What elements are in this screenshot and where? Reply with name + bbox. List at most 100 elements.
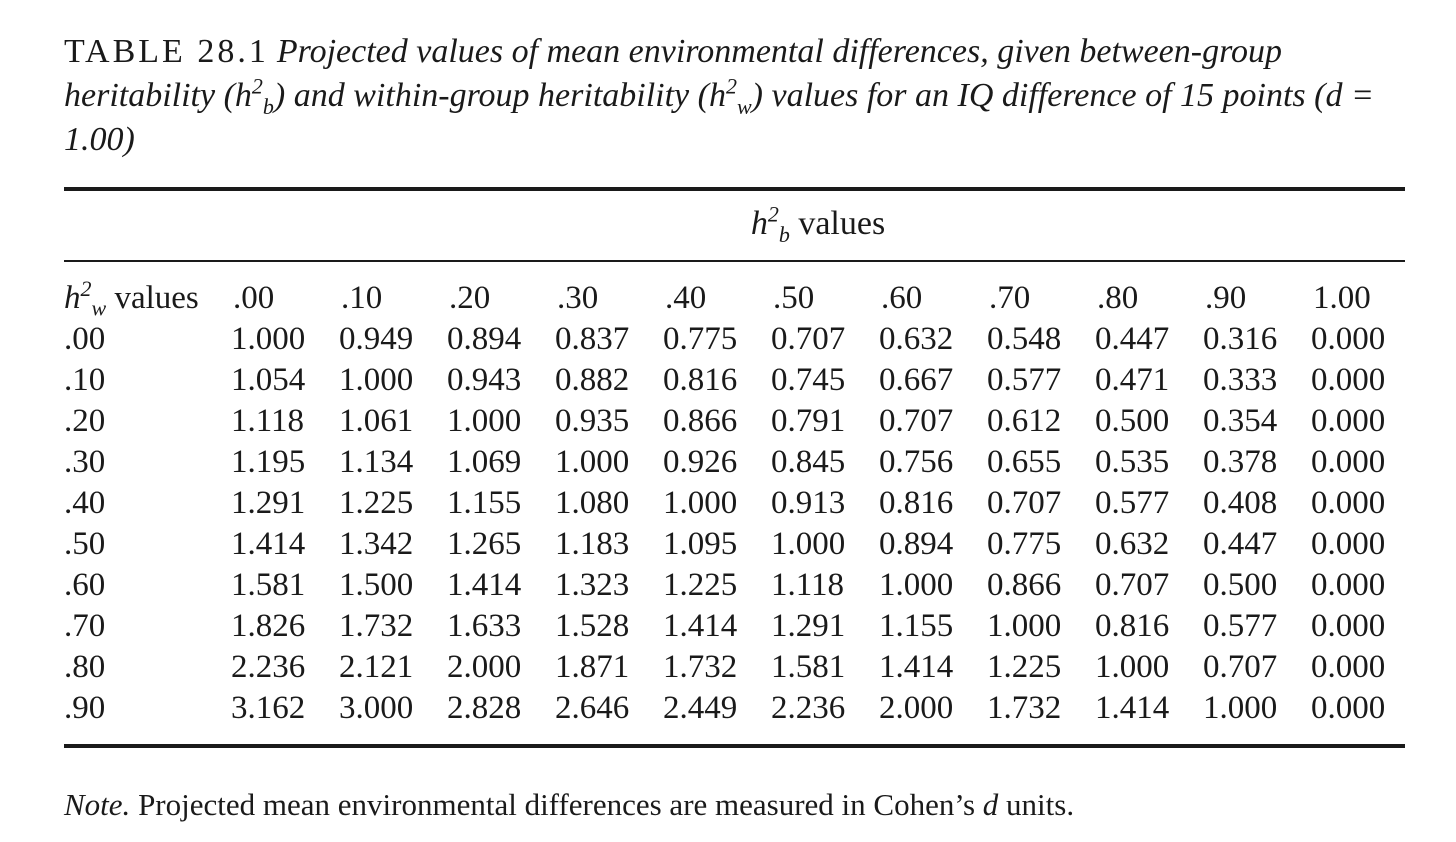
column-header: 1.00: [1313, 280, 1371, 316]
table-cell: 1.732: [663, 649, 738, 685]
table-cell: 1.581: [771, 649, 846, 685]
table-cell: 0.866: [663, 403, 738, 439]
caption-text-1: Projected values of mean environmental d…: [64, 33, 1283, 114]
table-cell: 1.225: [339, 485, 414, 521]
hw-stub-symbol: h2w: [64, 276, 107, 321]
row-label: .50: [64, 526, 106, 562]
table-cell: 1.323: [555, 567, 630, 603]
hw-symbol: h2w: [708, 73, 752, 119]
table-cell: 0.816: [879, 485, 954, 521]
table-cell: 0.667: [879, 362, 954, 398]
table-cell: 0.548: [987, 321, 1062, 357]
table-cell: 1.000: [447, 403, 522, 439]
table-cell: 0.000: [1311, 690, 1386, 726]
table-cell: 0.882: [555, 362, 630, 398]
table-cell: 1.155: [447, 485, 522, 521]
table-cell: 0.000: [1311, 608, 1386, 644]
table-cell: 0.949: [339, 321, 414, 357]
table-cell: 0.894: [447, 321, 522, 357]
table-cell: 1.265: [447, 526, 522, 562]
table-cell: 0.577: [987, 362, 1062, 398]
note-lead: Note.: [64, 787, 131, 822]
table-cell: 1.225: [663, 567, 738, 603]
top-rule: [64, 187, 1405, 191]
table-cell: 0.577: [1095, 485, 1170, 521]
table-cell: 1.118: [231, 403, 305, 439]
table-cell: 0.756: [879, 444, 954, 480]
table-cell: 0.926: [663, 444, 738, 480]
column-header: .80: [1097, 280, 1139, 316]
table-cell: 0.535: [1095, 444, 1170, 480]
table-cell: 1.414: [231, 526, 306, 562]
table-row: .70 1.826 1.732 1.633 1.528 1.414 1.291 1.155 1.…: [64, 606, 1419, 647]
table-cell: 0.745: [771, 362, 846, 398]
column-header: .40: [665, 280, 707, 316]
table-row: .50 1.414 1.342 1.265 1.183 1.095 1.000 0.894 0.…: [64, 524, 1419, 565]
table-cell: 3.000: [339, 690, 414, 726]
table-cell: 0.000: [1311, 567, 1386, 603]
table-cell: 1.414: [879, 649, 954, 685]
table-row: .20 1.118 1.061 1.000 0.935 0.866 0.791 0.707 0.…: [64, 401, 1419, 442]
table-cell: 2.236: [231, 649, 306, 685]
row-label: .90: [64, 690, 106, 726]
table-cell: 0.000: [1311, 485, 1386, 521]
table-cell: 2.646: [555, 690, 630, 726]
table-cell: 1.633: [447, 608, 522, 644]
column-header: .90: [1205, 280, 1247, 316]
table-cell: 1.291: [231, 485, 306, 521]
table-cell: 0.655: [987, 444, 1062, 480]
table-cell: 0.943: [447, 362, 522, 398]
note-d-symbol: d: [982, 787, 999, 822]
table-cell: 2.236: [771, 690, 846, 726]
table-cell: 1.183: [555, 526, 630, 562]
header-rule: [64, 260, 1405, 262]
column-header: .20: [449, 280, 491, 316]
table-cell: 1.414: [663, 608, 738, 644]
table-cell: 0.707: [1203, 649, 1278, 685]
table-cell: 1.414: [1095, 690, 1170, 726]
table-cell: 0.894: [879, 526, 954, 562]
row-label: .10: [64, 362, 106, 398]
table-cell: 2.000: [879, 690, 954, 726]
table-cell: 1.414: [447, 567, 522, 603]
stub-header: h2w values: [64, 276, 199, 321]
table-cell: 1.155: [879, 608, 954, 644]
table-cell: 0.791: [771, 403, 846, 439]
table-cell: 1.000: [879, 567, 954, 603]
table-cell: 0.316: [1203, 321, 1278, 357]
table-cell: 0.500: [1095, 403, 1170, 439]
table-cell: 0.816: [1095, 608, 1170, 644]
table-cell: 1.732: [987, 690, 1062, 726]
table-cell: 0.471: [1095, 362, 1170, 398]
table-cell: 1.342: [339, 526, 414, 562]
table-cell: 0.000: [1311, 403, 1386, 439]
table-cell: 0.632: [879, 321, 954, 357]
table-row: .60 1.581 1.500 1.414 1.323 1.225 1.118 1.000 0.…: [64, 565, 1419, 606]
table-cell: 1.000: [987, 608, 1062, 644]
caption-text-3: ) values for an IQ difference of 15 poin…: [64, 77, 1374, 158]
column-header: .50: [773, 280, 815, 316]
table-row: .40 1.291 1.225 1.155 1.080 1.000 0.913 0.816 0.…: [64, 483, 1419, 524]
column-header: .60: [881, 280, 923, 316]
table-cell: 1.871: [555, 649, 630, 685]
row-label: .30: [64, 444, 106, 480]
column-header: .10: [341, 280, 383, 316]
bottom-rule: [64, 744, 1405, 748]
row-label: .20: [64, 403, 106, 439]
column-header: .30: [557, 280, 599, 316]
table-cell: 1.134: [339, 444, 414, 480]
table-cell: 0.000: [1311, 362, 1386, 398]
table-cell: 1.118: [771, 567, 845, 603]
table-cell: 0.000: [1311, 526, 1386, 562]
table-cell: 0.707: [1095, 567, 1170, 603]
table-cell: 1.061: [339, 403, 414, 439]
table-cell: 0.447: [1095, 321, 1170, 357]
table-cell: 1.095: [663, 526, 738, 562]
table-cell: 0.632: [1095, 526, 1170, 562]
data-table: h2w values .00.10.20.30.40.50.60.70.80.9…: [64, 278, 1419, 729]
table-label: TABLE 28.1: [64, 33, 269, 70]
row-label: .80: [64, 649, 106, 685]
row-label: .00: [64, 321, 106, 357]
table-cell: 1.000: [771, 526, 846, 562]
table-cell: 1.080: [555, 485, 630, 521]
